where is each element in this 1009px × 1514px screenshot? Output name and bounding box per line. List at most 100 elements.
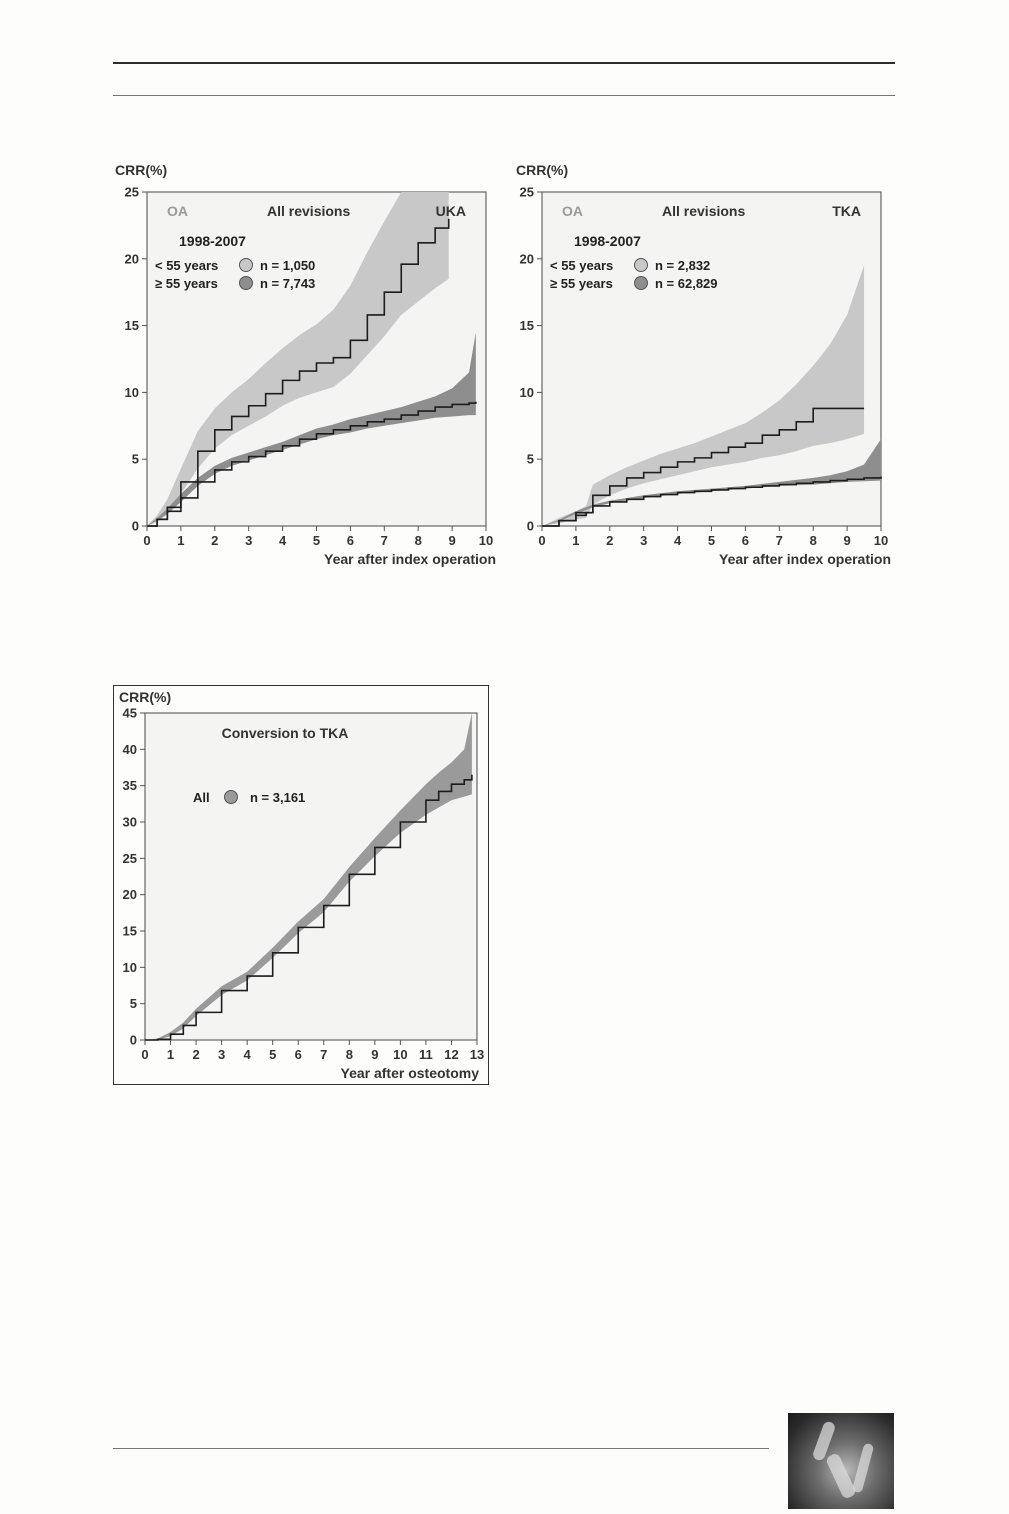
uka-x-tick-label: 4 (279, 533, 287, 548)
osteotomy-x-tick-label: 3 (218, 1047, 225, 1062)
osteotomy-y-tick-label: 5 (130, 996, 137, 1011)
osteotomy-y-tick-label: 10 (123, 960, 137, 975)
knee-thumbnail-image (788, 1413, 894, 1509)
osteotomy-y-tick-label: 35 (123, 778, 137, 793)
tka-x-tick-label: 1 (572, 533, 579, 548)
osteotomy-y-axis-label: CRR(%) (119, 689, 171, 705)
tka-x-tick-label: 6 (742, 533, 749, 548)
uka-legend-swatch-1 (239, 258, 253, 272)
osteotomy-x-tick-label: 0 (141, 1047, 148, 1062)
tka-legend-label-1: < 55 years (550, 258, 613, 273)
tka-revision-chart: 0 5 10 15 20 25 0 1 2 3 4 5 6 7 8 9 10 CRR(%) Year after i… (508, 158, 898, 570)
osteotomy-y-tick-label: 25 (123, 851, 137, 866)
uka-y-tick-label: 10 (125, 385, 139, 400)
osteotomy-y-tick-label: 45 (123, 706, 137, 721)
uka-y-tick-label: 0 (132, 519, 139, 534)
header-rule-top (113, 62, 895, 64)
uka-x-tick-label: 10 (479, 533, 493, 548)
tka-annotation-type: TKA (832, 203, 861, 219)
tka-y-axis-label: CRR(%) (516, 162, 568, 178)
tka-x-tick-label: 4 (674, 533, 682, 548)
uka-revision-chart-svg: 0 5 10 15 20 25 0 1 2 3 4 5 6 7 8 9 10 CRR(%) Year after i… (115, 162, 496, 567)
tka-y-tick-label: 10 (520, 385, 534, 400)
osteotomy-x-tick-label: 13 (470, 1047, 484, 1062)
uka-legend-n-1: n = 1,050 (260, 258, 315, 273)
osteotomy-x-tick-label: 10 (393, 1047, 407, 1062)
tka-x-tick-label: 9 (843, 533, 850, 548)
tka-x-tick-label: 8 (810, 533, 817, 548)
uka-legend-n-2: n = 7,743 (260, 276, 315, 291)
osteotomy-y-tick-label: 20 (123, 887, 137, 902)
tka-x-tick-label: 2 (606, 533, 613, 548)
uka-annotation-all-revisions: All revisions (267, 203, 350, 219)
osteotomy-y-tick-label: 40 (123, 742, 137, 757)
osteotomy-x-tick-label: 2 (192, 1047, 199, 1062)
tka-y-tick-label: 20 (520, 251, 534, 266)
tka-series-1-confidence-band (542, 265, 865, 526)
uka-y-tick-label: 25 (125, 185, 139, 200)
osteotomy-legend-swatch (224, 790, 238, 804)
osteotomy-x-tick-label: 12 (444, 1047, 458, 1062)
uka-x-tick-label: 2 (211, 533, 218, 548)
tka-legend-swatch-2 (634, 276, 648, 290)
tka-legend-label-2: ≥ 55 years (550, 276, 613, 291)
tka-y-tick-label: 0 (527, 519, 534, 534)
tka-y-tick-label: 15 (520, 318, 534, 333)
osteotomy-x-axis-label: Year after osteotomy (341, 1065, 480, 1081)
uka-y-tick-label: 20 (125, 251, 139, 266)
tka-x-tick-label: 7 (776, 533, 783, 548)
osteotomy-x-tick-label: 8 (346, 1047, 353, 1062)
tka-legend-swatch-1 (634, 258, 648, 272)
tka-y-tick-label: 25 (520, 185, 534, 200)
osteotomy-x-tick-label: 4 (244, 1047, 252, 1062)
osteotomy-x-tick-label: 6 (295, 1047, 302, 1062)
uka-x-axis-label: Year after index operation (324, 551, 496, 567)
header-rule-bottom (113, 95, 895, 96)
uka-series-1-line (147, 218, 450, 527)
osteotomy-x-tick-label: 11 (419, 1047, 433, 1062)
uka-x-tick-label: 5 (313, 533, 320, 548)
uka-revision-chart: 0 5 10 15 20 25 0 1 2 3 4 5 6 7 8 9 10 CRR(%) Year after i… (113, 158, 503, 570)
tka-annotation-all-revisions: All revisions (662, 203, 745, 219)
osteotomy-x-tick-label: 7 (320, 1047, 327, 1062)
footer-rule (113, 1448, 769, 1449)
osteotomy-x-tick-label: 9 (371, 1047, 378, 1062)
uka-x-tick-label: 3 (245, 533, 252, 548)
tka-legend-n-1: n = 2,832 (655, 258, 710, 273)
uka-x-tick-label: 0 (143, 533, 150, 548)
uka-x-tick-label: 7 (381, 533, 388, 548)
osteotomy-chart-frame (113, 685, 489, 1085)
uka-series-1-confidence-band (147, 192, 449, 526)
osteotomy-y-tick-label: 15 (123, 924, 137, 939)
tka-revision-chart-svg: 0 5 10 15 20 25 0 1 2 3 4 5 6 7 8 9 10 CRR(%) Year after i… (516, 162, 891, 567)
uka-x-tick-label: 8 (415, 533, 422, 548)
uka-period: 1998-2007 (179, 233, 246, 249)
uka-x-tick-label: 6 (347, 533, 354, 548)
osteotomy-series-1-line (145, 774, 473, 1041)
tka-x-tick-label: 5 (708, 533, 715, 548)
uka-annotation-type: UKA (436, 203, 466, 219)
uka-x-tick-label: 9 (448, 533, 455, 548)
osteotomy-conversion-chart: 0 5 10 15 20 25 30 35 40 45 0 1 2 3 4 5 6 7 8 9 10 11 12 13 CRR(… (113, 685, 489, 1085)
tka-x-axis-label: Year after index operation (719, 551, 891, 567)
osteotomy-legend-n: n = 3,161 (250, 790, 305, 805)
tka-y-tick-label: 5 (527, 452, 534, 467)
uka-y-tick-label: 5 (132, 452, 139, 467)
osteotomy-y-tick-label: 0 (130, 1033, 137, 1048)
osteotomy-x-tick-label: 5 (269, 1047, 276, 1062)
osteotomy-x-tick-label: 1 (167, 1047, 174, 1062)
tka-annotation-oa: OA (562, 203, 583, 219)
tka-x-tick-label: 10 (874, 533, 888, 548)
uka-legend-label-2: ≥ 55 years (155, 276, 218, 291)
osteotomy-plot-area (144, 712, 478, 1041)
tka-legend-n-2: n = 62,829 (655, 276, 718, 291)
tka-period: 1998-2007 (574, 233, 641, 249)
uka-x-tick-label: 1 (177, 533, 184, 548)
uka-legend-label-1: < 55 years (155, 258, 218, 273)
uka-series-2-line (147, 401, 477, 527)
uka-annotation-oa: OA (167, 203, 188, 219)
osteotomy-y-tick-label: 30 (123, 815, 137, 830)
tka-series-2-line (542, 476, 882, 527)
tka-x-tick-label: 3 (640, 533, 647, 548)
